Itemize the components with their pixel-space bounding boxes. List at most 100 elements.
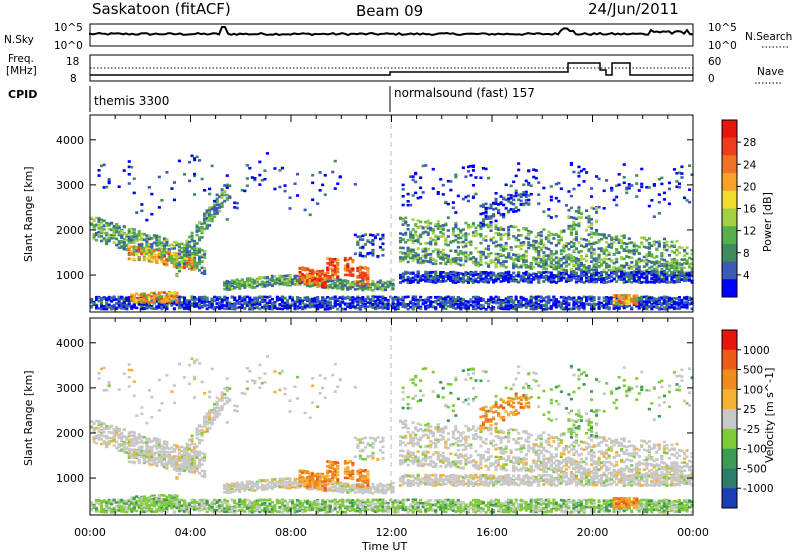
scatter-cell [464, 235, 468, 239]
scatter-cell [137, 303, 141, 306]
scatter-cell [549, 305, 553, 308]
scatter-cell [167, 244, 171, 247]
scatter-cell [391, 304, 395, 308]
scatter-cell [200, 271, 204, 275]
scatter-cell [215, 193, 219, 197]
scatter-cell [155, 237, 159, 241]
scatter-cell [605, 299, 609, 302]
scatter-cell [585, 302, 589, 306]
scatter-cell [373, 283, 377, 286]
scatter-cell [688, 263, 692, 267]
scatter-cell [569, 307, 573, 310]
scatter-cell [117, 230, 121, 234]
scatter-cell [363, 302, 367, 306]
scatter-cell [145, 294, 149, 297]
scatter-cell [117, 232, 121, 236]
scatter-cell [343, 256, 347, 260]
scatter-cell [218, 206, 222, 209]
scatter-cell [147, 245, 151, 249]
scatter-cell [132, 177, 136, 180]
scatter-cell [238, 300, 242, 304]
scatter-cell [200, 266, 204, 270]
scatter-cell [406, 303, 410, 306]
scatter-cell [160, 303, 164, 306]
scatter-cell [549, 241, 553, 245]
scatter-cell [660, 296, 664, 299]
scatter-cell [605, 249, 609, 252]
scatter-cell [474, 300, 478, 304]
scatter-cell [637, 245, 641, 249]
scatter-cell [140, 249, 144, 252]
scatter-cell [112, 225, 116, 228]
scatter-cell [519, 300, 523, 304]
scatter-cell [441, 232, 445, 236]
freq-label-1: Freq. [8, 53, 34, 65]
scatter-cell [268, 301, 272, 305]
scatter-cell [351, 299, 355, 302]
scatter-cell [185, 248, 189, 252]
scatter-cell [190, 239, 194, 242]
scatter-cell [376, 298, 380, 302]
scatter-cell [672, 261, 676, 264]
scatter-cell [243, 302, 247, 305]
scatter-cell [283, 281, 287, 284]
scatter-cell [549, 255, 553, 259]
scatter-cell [567, 301, 571, 305]
scatter-cell [454, 307, 458, 310]
scatter-cell [255, 284, 259, 288]
scatter-cell [534, 301, 538, 304]
scatter-cell [559, 307, 563, 310]
scatter-cell [190, 255, 194, 258]
scatter-cell [469, 251, 473, 254]
scatter-cell [107, 239, 111, 243]
scatter-cell [270, 307, 274, 311]
scatter-cell [95, 295, 99, 299]
scatter-cell [464, 244, 468, 248]
scatter-cell [366, 270, 370, 273]
scatter-cell [172, 255, 176, 259]
scatter-cell [582, 295, 586, 299]
scatter-cell [245, 184, 249, 188]
scatter-cell [351, 273, 355, 277]
scatter-cell [152, 259, 156, 263]
scatter-cell [346, 268, 350, 272]
scatter-cell [107, 181, 111, 185]
scatter-cell [607, 301, 611, 304]
scatter-cell [323, 274, 327, 277]
scatter-cell [301, 268, 305, 271]
scatter-cell [225, 193, 229, 197]
scatter-cell [280, 274, 284, 278]
scatter-cell [316, 202, 320, 205]
scatter-cell [162, 260, 166, 263]
scatter-cell [323, 297, 327, 301]
scatter-cell [381, 288, 385, 292]
scatter-cell [351, 285, 355, 289]
scatter-cell [172, 300, 176, 303]
scatter-cell [102, 219, 106, 223]
scatter-cell [157, 237, 161, 241]
scatter-cell [346, 258, 350, 262]
scatter-cell [142, 294, 146, 297]
scatter-cell [228, 301, 232, 305]
scatter-cell [507, 303, 511, 306]
scatter-cell [170, 243, 174, 246]
scatter-cell [92, 300, 96, 304]
scatter-cell [142, 299, 146, 302]
scatter-cell [662, 306, 666, 309]
scatter-cell [233, 206, 237, 209]
scatter-cell [193, 298, 197, 301]
scatter-cell [373, 299, 377, 303]
scatter-cell [248, 283, 252, 287]
scatter-cell [590, 297, 594, 300]
scatter-cell [193, 251, 197, 255]
scatter-cell [338, 175, 342, 178]
scatter-cell [655, 248, 659, 251]
scatter-cell [378, 246, 382, 249]
scatter-cell [494, 295, 498, 299]
scatter-cell [308, 297, 312, 301]
scatter-cell [198, 238, 202, 242]
scatter-cell [165, 251, 169, 254]
scatter-cell [301, 300, 305, 303]
scatter-cell [180, 246, 184, 250]
scatter-cell [559, 301, 563, 305]
